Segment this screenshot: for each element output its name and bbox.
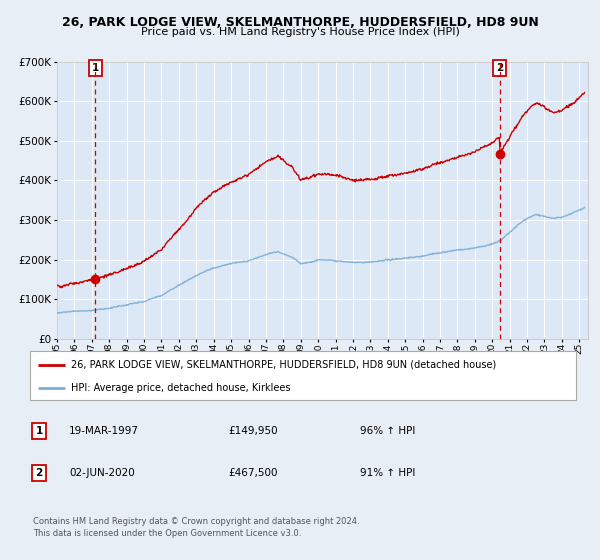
Text: 1: 1 <box>35 426 43 436</box>
Text: 91% ↑ HPI: 91% ↑ HPI <box>360 468 415 478</box>
Text: This data is licensed under the Open Government Licence v3.0.: This data is licensed under the Open Gov… <box>33 529 301 538</box>
Text: 02-JUN-2020: 02-JUN-2020 <box>69 468 135 478</box>
Text: HPI: Average price, detached house, Kirklees: HPI: Average price, detached house, Kirk… <box>71 383 290 393</box>
Text: 26, PARK LODGE VIEW, SKELMANTHORPE, HUDDERSFIELD, HD8 9UN: 26, PARK LODGE VIEW, SKELMANTHORPE, HUDD… <box>62 16 538 29</box>
Text: Price paid vs. HM Land Registry's House Price Index (HPI): Price paid vs. HM Land Registry's House … <box>140 27 460 37</box>
Text: 26, PARK LODGE VIEW, SKELMANTHORPE, HUDDERSFIELD, HD8 9UN (detached house): 26, PARK LODGE VIEW, SKELMANTHORPE, HUDD… <box>71 360 496 370</box>
Text: 2: 2 <box>496 63 503 73</box>
Text: 2: 2 <box>35 468 43 478</box>
Text: £467,500: £467,500 <box>228 468 277 478</box>
Text: 96% ↑ HPI: 96% ↑ HPI <box>360 426 415 436</box>
Text: 1: 1 <box>92 63 99 73</box>
Text: Contains HM Land Registry data © Crown copyright and database right 2024.: Contains HM Land Registry data © Crown c… <box>33 517 359 526</box>
Text: 19-MAR-1997: 19-MAR-1997 <box>69 426 139 436</box>
Text: £149,950: £149,950 <box>228 426 278 436</box>
